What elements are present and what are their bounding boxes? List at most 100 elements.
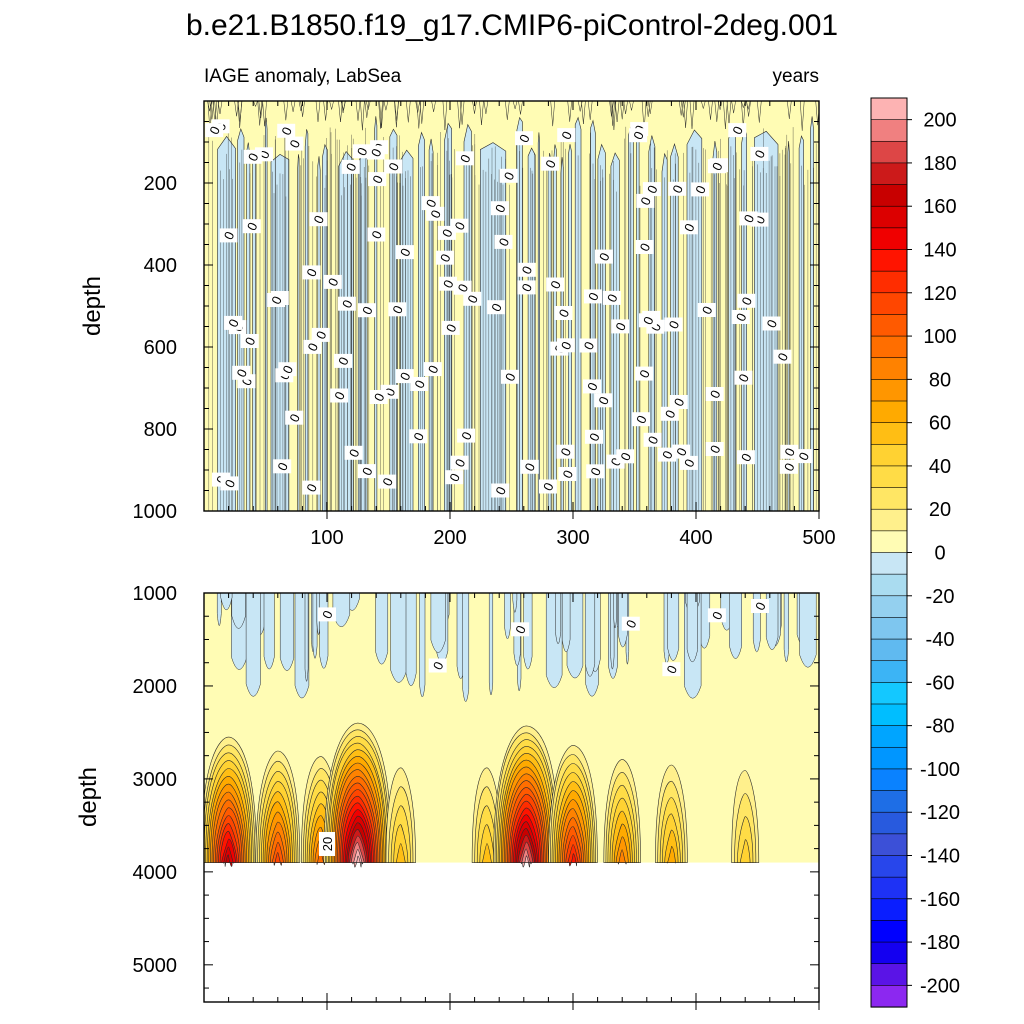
colorbar-swatch: [870, 335, 908, 359]
upper-contour-line: [610, 101, 615, 126]
upper-negative-region: [636, 123, 640, 511]
upper-contour-line: [689, 101, 695, 129]
contour-label-box: [672, 444, 691, 459]
lower-negative-region: [319, 593, 329, 669]
upper-contour-line: [217, 101, 223, 115]
upper-contour-line: [647, 101, 653, 114]
upper-contour-line: [757, 101, 762, 123]
contour-label-box: [558, 467, 577, 481]
colorbar-tick-label: -120: [920, 802, 960, 824]
contour-label-box: [707, 159, 726, 174]
contour-label-box: [487, 300, 506, 315]
upper-contour-line: [378, 101, 383, 129]
upper-contour-line: [300, 101, 305, 117]
contour-label-box: [242, 219, 261, 234]
upper-contour-line: [714, 101, 720, 122]
upper-contour-line: [611, 101, 617, 130]
contour-label-box: [728, 123, 747, 138]
lower-hotspot-contour: [617, 849, 627, 865]
contour-label-box: [500, 369, 519, 384]
colorbar-swatch: [870, 617, 908, 640]
lower-hotspot-contour: [353, 855, 362, 868]
upper-negative-region: [480, 142, 507, 511]
colorbar-swatch: [870, 746, 908, 770]
contour-label-box: [423, 362, 442, 377]
lower-hotspot-contour: [568, 853, 578, 867]
upper-contour-line: [550, 101, 555, 127]
upper-contour-line: [479, 101, 484, 126]
contour-label-box: [344, 445, 363, 460]
contour-label: 20: [320, 837, 335, 851]
contour-label-box: [318, 607, 336, 622]
colorbar-swatch: [870, 357, 908, 380]
upper-contour-line: [787, 101, 792, 119]
contour-label-box: [494, 234, 513, 249]
lower-negative-region: [504, 593, 511, 640]
upper-contour-line: [505, 101, 510, 120]
upper-contour-line: [315, 101, 321, 122]
upper-contour-line: [567, 101, 572, 122]
colorbar-swatch: [870, 963, 908, 986]
upper-contour-line: [815, 101, 819, 126]
upper-negative-region: [568, 144, 572, 511]
contour-label-box: [302, 480, 321, 495]
contour-label-box: [697, 303, 716, 317]
colorbar-tick-label: -200: [920, 975, 960, 997]
y-tick-label: 200: [144, 173, 177, 195]
colorbar-swatch: [870, 465, 908, 489]
upper-contour-line: [459, 101, 465, 125]
contour-label-box: [511, 622, 530, 637]
contour-label-box: [779, 459, 798, 474]
lower-negative-region: [231, 593, 246, 629]
upper-negative-region: [527, 147, 536, 511]
colorbar-tick-label: 20: [929, 499, 951, 521]
lower-negative-region: [613, 593, 617, 629]
upper-contour-line: [394, 101, 399, 128]
colorbar-swatch: [870, 400, 908, 424]
contour-label-box: [395, 245, 414, 260]
lower-negative-region: [561, 593, 571, 653]
upper-negative-region: [463, 123, 472, 511]
chart-subtitle-right: years: [773, 66, 819, 87]
contour-label-box: [455, 151, 474, 166]
upper-contour-line: [207, 101, 212, 112]
y-tick-label: 1000: [133, 583, 178, 605]
contour-label-box: [409, 429, 428, 444]
x-tick-label: 200: [433, 527, 466, 549]
upper-negative-region: [553, 144, 557, 511]
contour-label-box: [352, 144, 371, 159]
contour-label-box: [278, 362, 297, 377]
contour-label-box: [285, 136, 304, 151]
contour-label-box: [441, 320, 460, 335]
contour-label-box: [240, 334, 259, 348]
colorbar-swatch: [870, 920, 908, 943]
colorbar-swatch: [870, 833, 908, 857]
contour-label-box: [679, 220, 698, 235]
contour-label-box: [632, 412, 650, 427]
upper-negative-region: [400, 149, 414, 511]
upper-negative-region: [389, 128, 398, 511]
upper-contour-line: [723, 101, 728, 130]
contour-label-box: [669, 395, 688, 409]
colorbar-swatch: [870, 595, 908, 619]
colorbar-swatch: [870, 552, 908, 575]
upper-contour-line: [678, 101, 684, 116]
contour-label-box: [621, 616, 640, 631]
colorbar-swatch: [870, 682, 908, 705]
colorbar-swatch: [870, 97, 908, 121]
lower-hotspot-contour: [522, 855, 531, 868]
colorbar-swatch: [870, 768, 908, 792]
contour-label-box: [267, 293, 286, 307]
lower-negative-region: [375, 593, 389, 665]
lower-negative-region: [390, 593, 408, 683]
upper-contour-line: [379, 101, 384, 128]
colorbar-tick-label: -160: [920, 889, 960, 911]
contour-label-box: [330, 388, 349, 403]
x-tick-label: 300: [556, 527, 589, 549]
upper-contour-line: [741, 101, 746, 109]
y-tick-label: 800: [144, 419, 177, 441]
contour-label-box: [367, 227, 386, 242]
contour-label-box: [583, 379, 601, 394]
contour-label-box: [751, 599, 769, 613]
